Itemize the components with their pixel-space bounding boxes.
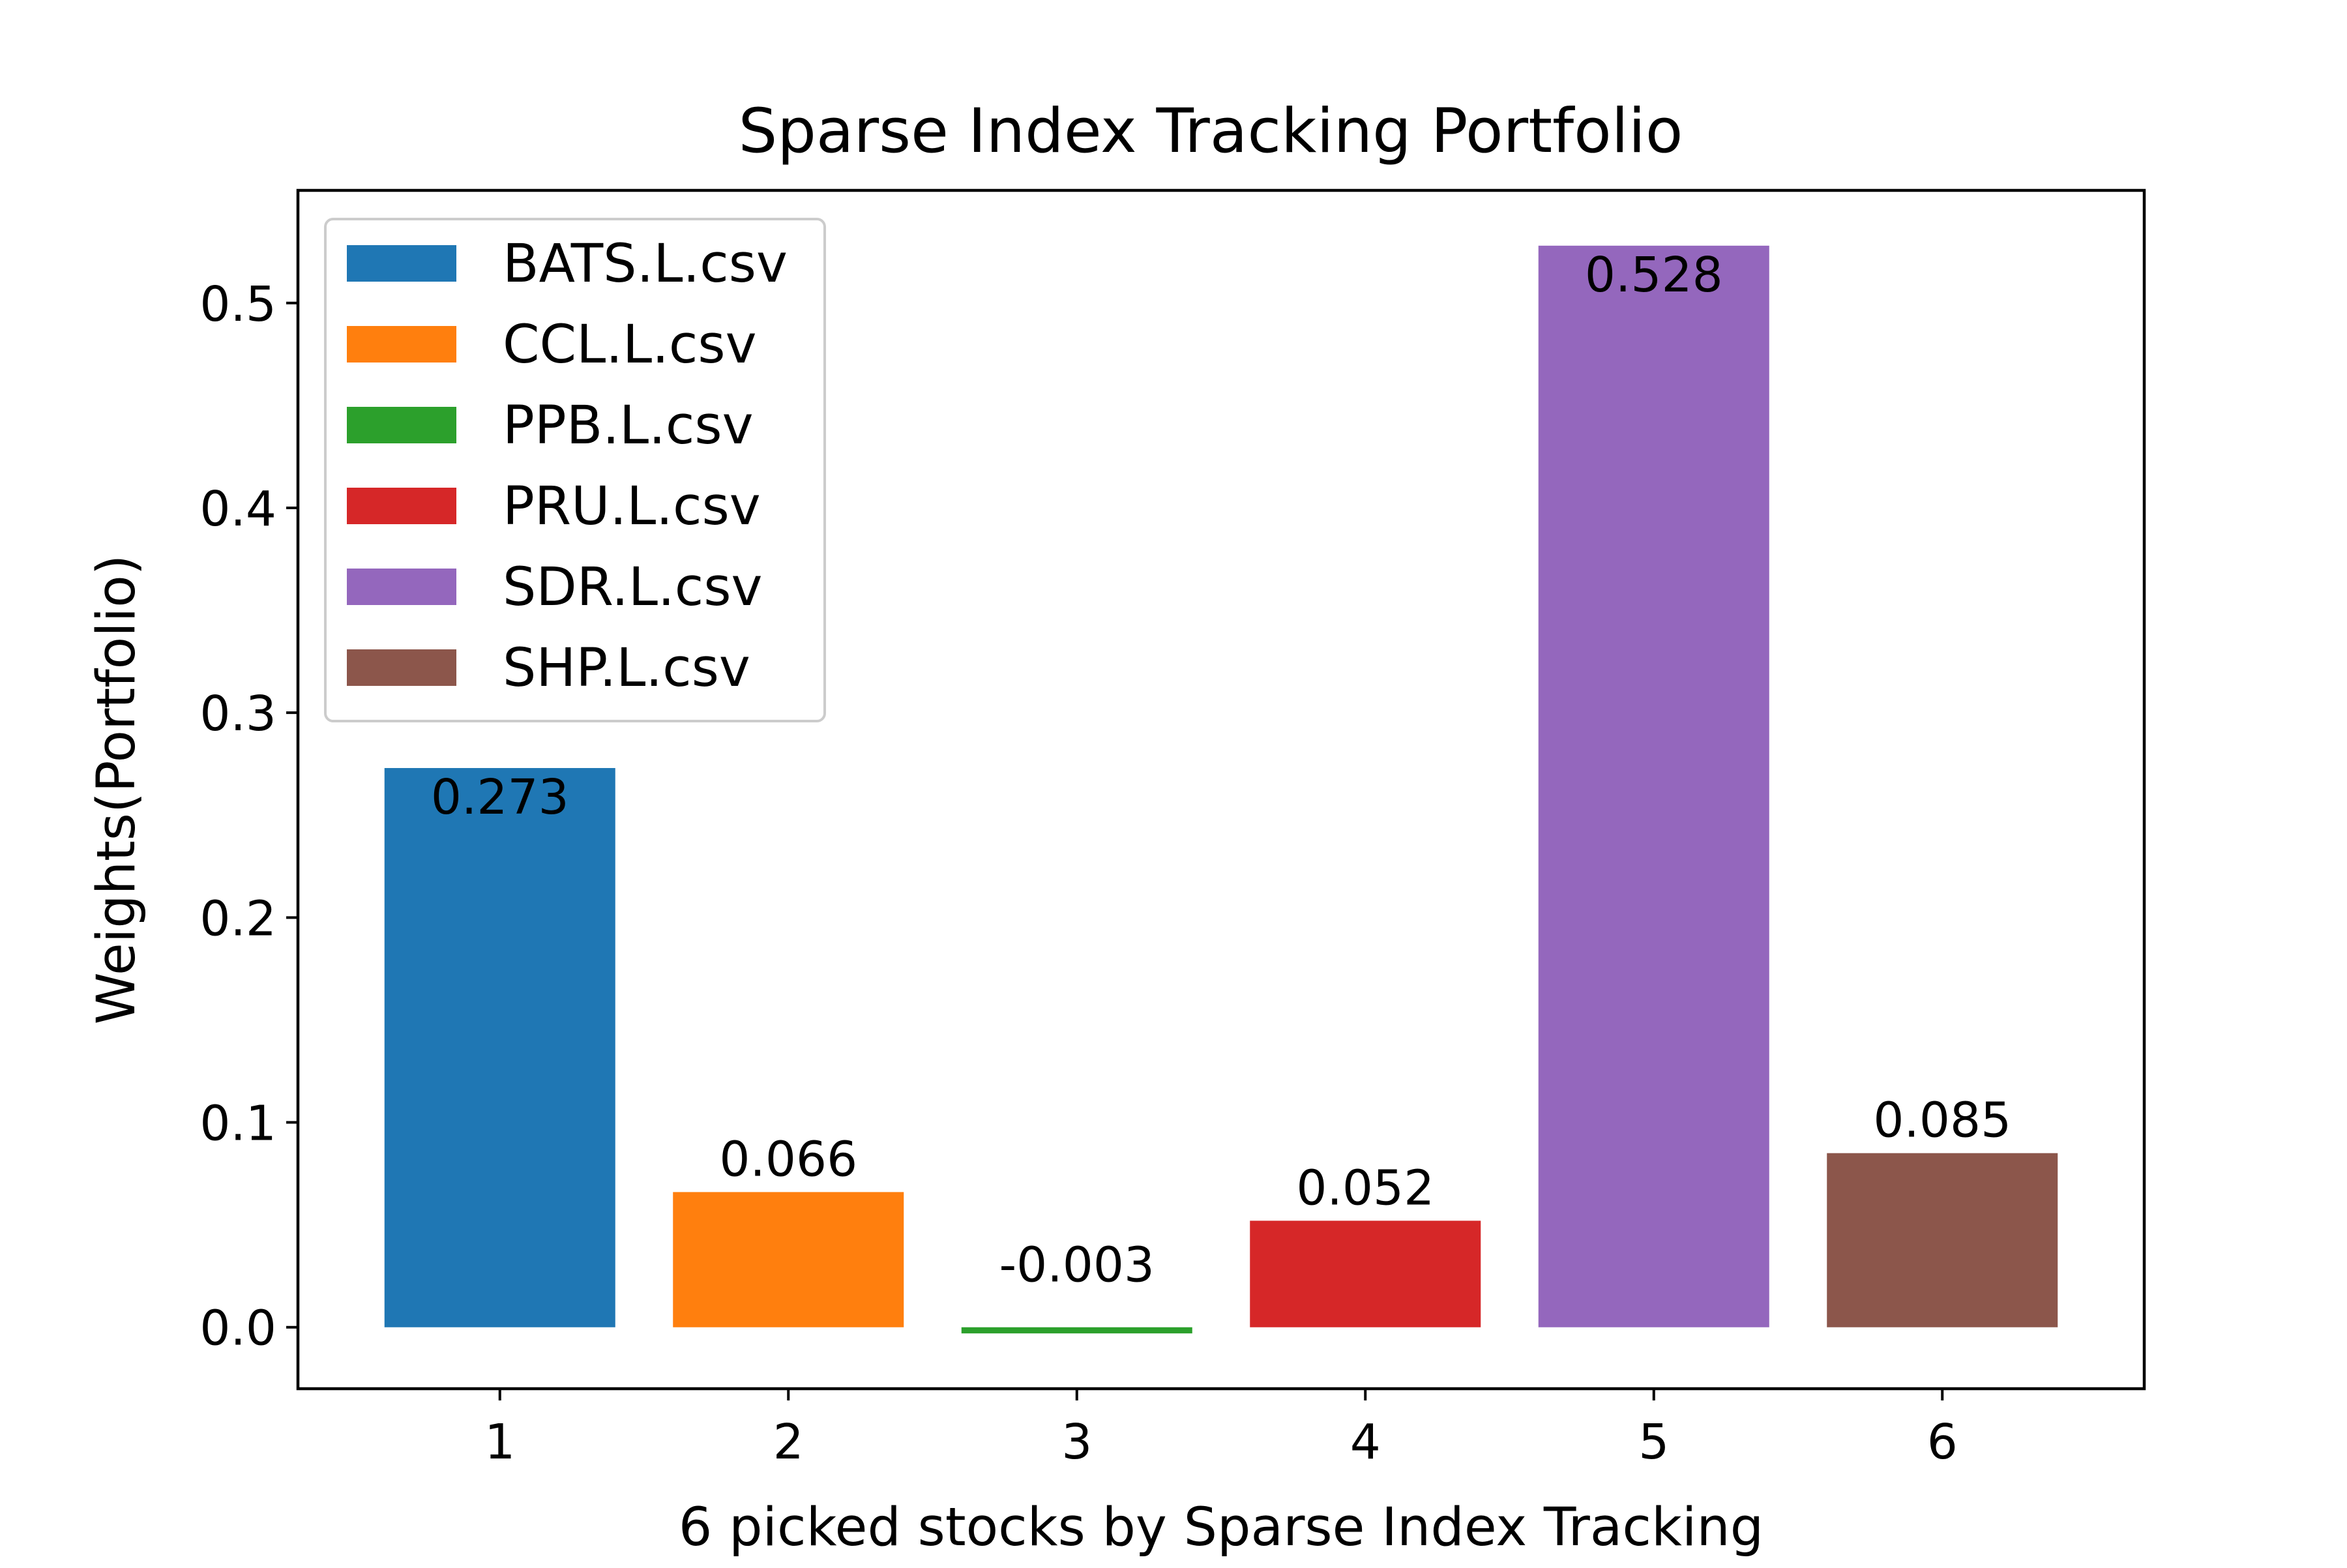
bar-1 [384, 768, 615, 1327]
y-tick-label: 0.3 [199, 686, 276, 742]
y-tick-label: 0.4 [199, 481, 276, 537]
legend-label-1: BATS.L.csv [503, 233, 788, 295]
x-tick-label: 6 [1927, 1414, 1958, 1470]
data-label-1: 0.273 [431, 769, 569, 825]
x-tick-label: 5 [1638, 1414, 1669, 1470]
x-tick-label: 2 [773, 1414, 804, 1470]
legend-label-6: SHP.L.csv [503, 638, 750, 699]
y-tick-label: 0.2 [199, 891, 276, 947]
legend-label-2: CCL.L.csv [503, 314, 757, 376]
bar-5 [1538, 245, 1769, 1327]
legend-swatch-5 [347, 569, 456, 605]
bars-layer: 0.273 0.066 -0.003 0.052 0.528 0.085 [384, 245, 2058, 1334]
y-tick-label: 0.0 [199, 1301, 276, 1357]
x-tick-label: 3 [1061, 1414, 1092, 1470]
data-label-3: -0.003 [999, 1237, 1155, 1294]
legend-swatch-2 [347, 326, 456, 362]
y-tick-label: 0.1 [199, 1096, 276, 1152]
data-label-4: 0.052 [1296, 1160, 1434, 1216]
legend-label-3: PPB.L.csv [503, 395, 754, 456]
legend-swatch-6 [347, 649, 456, 686]
y-axis-label: Weights(Portfolio) [86, 555, 147, 1025]
x-axis-label: 6 picked stocks by Sparse Index Tracking [679, 1497, 1764, 1558]
legend-label-4: PRU.L.csv [503, 476, 761, 537]
legend: BATS.L.csv CCL.L.csv PPB.L.csv PRU.L.csv SDR… [324, 218, 826, 722]
legend-swatch-3 [347, 407, 456, 443]
legend-label-5: SDR.L.csv [503, 557, 762, 618]
x-tick-label: 4 [1350, 1414, 1381, 1470]
bar-4 [1250, 1220, 1481, 1327]
plot-frame [296, 188, 2146, 1391]
y-tick-label: 0.5 [199, 276, 276, 333]
bar-6 [1827, 1153, 2058, 1327]
axis-ticks: 0.0 0.1 0.2 0.3 0.4 0.5 1 2 3 4 5 6 [199, 276, 1957, 1470]
bar-2 [673, 1192, 904, 1327]
legend-swatch-4 [347, 488, 456, 524]
data-label-5: 0.528 [1585, 247, 1723, 303]
data-label-2: 0.066 [719, 1131, 857, 1187]
chart-title: Sparse Index Tracking Portfolio [739, 96, 1683, 167]
x-tick-label: 1 [484, 1414, 515, 1470]
bar-3 [961, 1327, 1192, 1334]
legend-swatch-1 [347, 245, 456, 282]
legend-items: BATS.L.csv CCL.L.csv PPB.L.csv PRU.L.csv SDR… [347, 233, 788, 699]
data-label-6: 0.085 [1873, 1093, 2011, 1149]
